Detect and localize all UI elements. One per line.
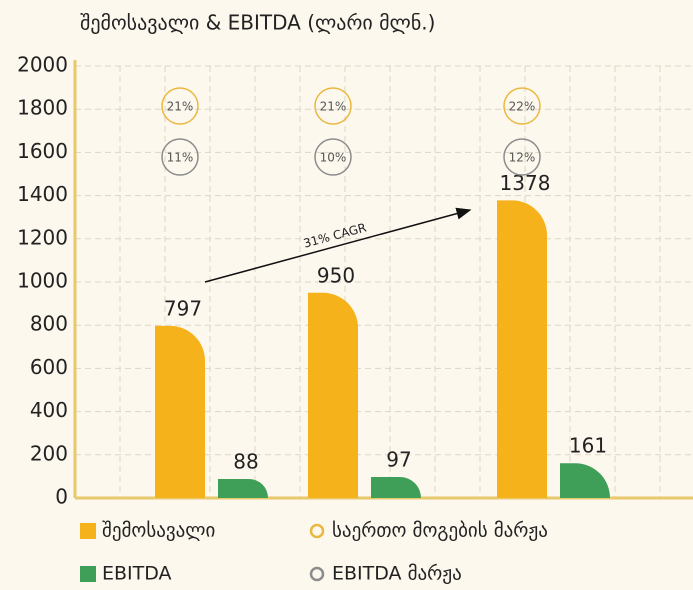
margin-circle (161, 87, 199, 125)
margin-label: 12% (509, 151, 536, 165)
cagr-arrow (204, 207, 472, 283)
legend-label: შემოსავალი (102, 520, 215, 542)
value-label: 88 (233, 449, 258, 473)
y-tick-label: 800 (30, 312, 68, 336)
legend-label: საერთო მოგების მარჟა (332, 520, 548, 542)
margin-label: 22% (509, 100, 536, 114)
legend-swatch (309, 523, 325, 539)
legend-swatch (80, 523, 96, 539)
y-tick-label: 1400 (17, 182, 68, 206)
bar (308, 292, 358, 498)
margin-circle (161, 138, 199, 176)
value-label: 950 (317, 263, 355, 287)
y-tick-label: 1800 (17, 96, 68, 120)
value-label: 797 (164, 296, 202, 320)
margin-label: 21% (167, 100, 194, 114)
margin-circle (503, 87, 541, 125)
bar (218, 478, 268, 498)
y-tick-label: 400 (30, 398, 68, 422)
y-tick-label: 1200 (17, 225, 68, 249)
bar (560, 463, 610, 498)
y-tick-label: 200 (30, 441, 68, 465)
legend-label: EBITDA მარჟა (332, 563, 462, 585)
margin-label: 21% (320, 100, 347, 114)
margin-circle (314, 138, 352, 176)
y-tick-label: 600 (30, 355, 68, 379)
y-tick-label: 2000 (17, 53, 68, 77)
value-label: 161 (569, 434, 607, 458)
bar (497, 200, 547, 499)
bar (371, 477, 421, 498)
y-tick-label: 0 (55, 485, 68, 509)
margin-label: 11% (167, 151, 194, 165)
legend-swatch (309, 566, 325, 582)
y-tick-label: 1000 (17, 269, 68, 293)
value-label: 97 (386, 448, 411, 472)
chart-title: შემოსავალი & EBITDA (ლარი მლნ.) (80, 11, 435, 35)
margin-label: 10% (320, 151, 347, 165)
legend-label: EBITDA (102, 563, 172, 585)
y-tick-label: 1600 (17, 139, 68, 163)
bar (155, 325, 205, 498)
legend-swatch (80, 566, 96, 582)
margin-circle (314, 87, 352, 125)
margin-circle (503, 138, 541, 176)
